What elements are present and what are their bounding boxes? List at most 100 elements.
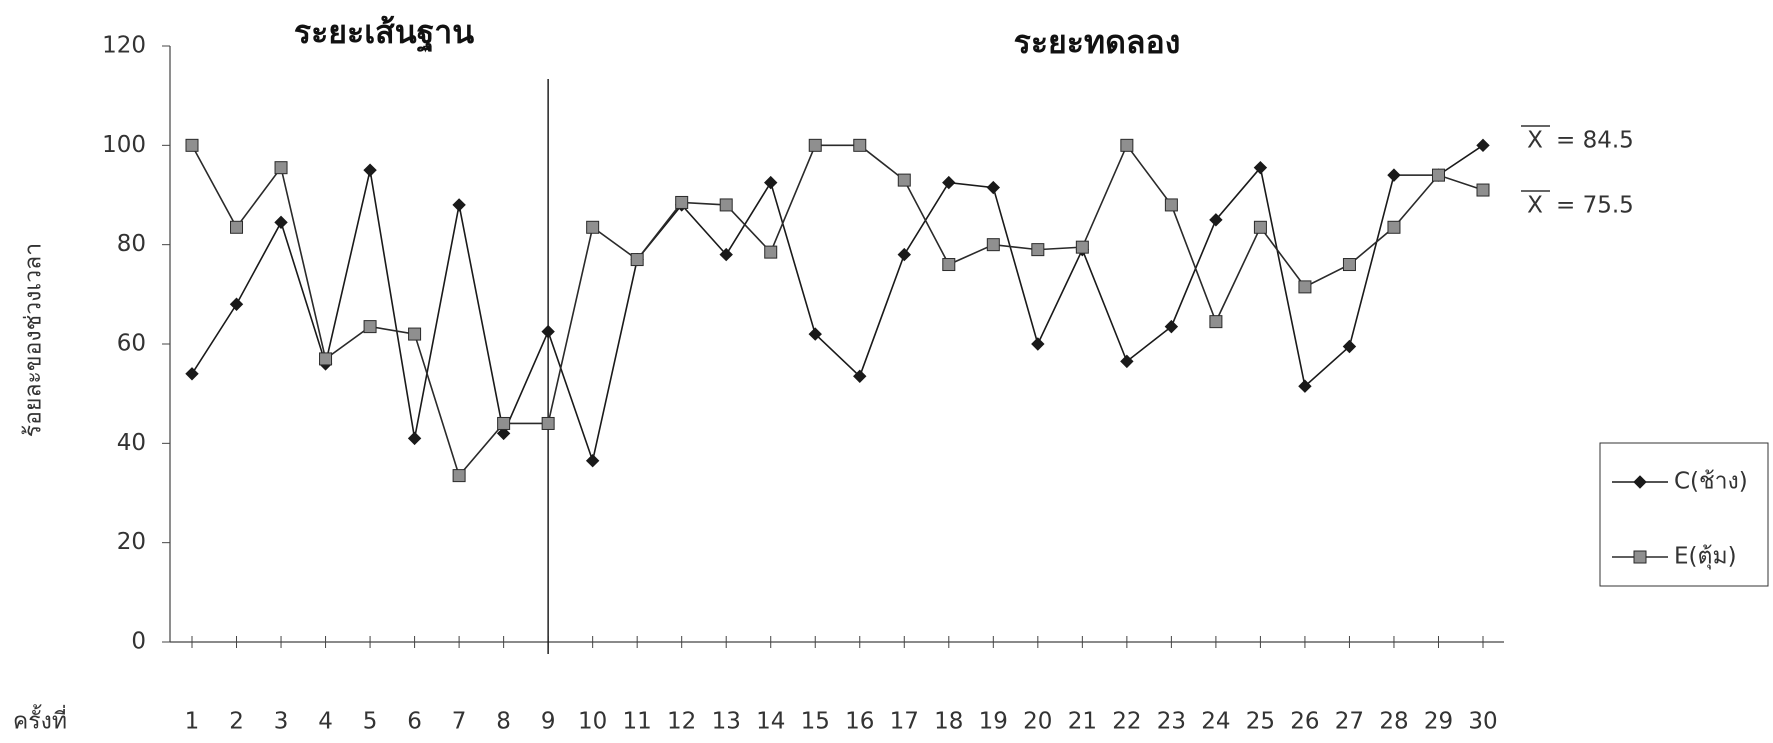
x-tick-label: 1 (185, 709, 200, 735)
point (1031, 337, 1045, 351)
point (853, 138, 867, 152)
point (897, 247, 911, 262)
y-axis-label: ร้อยละของช่วงเวลา (21, 243, 47, 437)
point (1476, 183, 1490, 197)
x-tick-label: 24 (1201, 709, 1230, 735)
point (986, 238, 1000, 252)
phase-label: ระยะเส้นฐาน (294, 13, 474, 53)
point (1120, 354, 1134, 369)
x-tick-label: 29 (1424, 709, 1453, 735)
x-tick-label: 8 (496, 709, 511, 735)
x-tick-label: 4 (318, 709, 333, 735)
x-tick-label: 16 (845, 709, 874, 735)
point (452, 198, 466, 212)
y-tick-label: 40 (117, 430, 146, 456)
legend-box (1599, 442, 1769, 587)
point (363, 320, 377, 334)
x-tick-label: 15 (801, 709, 830, 735)
x-tick-label: 14 (756, 709, 785, 735)
legend-marker (1633, 475, 1647, 489)
x-tick-label: 3 (274, 709, 289, 735)
legend-label: E(ตุ้ม) (1674, 544, 1737, 570)
point (1342, 339, 1357, 354)
x-tick-label: 27 (1335, 709, 1364, 735)
point (496, 426, 511, 441)
x-tick-label: 20 (1023, 709, 1052, 735)
point (719, 198, 733, 212)
series-line (191, 143, 1484, 478)
x-tick-label: 6 (407, 709, 422, 735)
point (1209, 315, 1223, 329)
y-tick-label: 120 (102, 33, 146, 59)
point (497, 416, 511, 430)
y-tick-label: 100 (102, 132, 146, 158)
point (1298, 280, 1312, 294)
point (942, 258, 956, 272)
y-tick-label: 20 (117, 529, 146, 555)
point (675, 195, 689, 209)
y-tick-label: 60 (117, 331, 146, 357)
point (1387, 220, 1401, 234)
point (1209, 213, 1223, 227)
x-tick-label: 23 (1157, 709, 1186, 735)
x-tick-label: 12 (667, 709, 696, 735)
point (808, 138, 822, 152)
x-axis-label: ครั้งที่ (13, 705, 67, 735)
x-tick-label: 7 (452, 709, 467, 735)
x-tick-label: 28 (1379, 709, 1408, 735)
y-tick-label: 0 (131, 629, 146, 655)
point (1164, 319, 1179, 334)
series-line (191, 144, 1484, 464)
point (1120, 138, 1134, 152)
point (408, 327, 422, 341)
point (808, 327, 822, 341)
point (764, 175, 778, 190)
point (1476, 138, 1490, 153)
point (541, 324, 555, 339)
point (586, 220, 600, 234)
point (541, 416, 555, 430)
y-tick-label: 80 (117, 231, 146, 257)
point (185, 367, 199, 381)
point (585, 454, 600, 468)
point (1342, 258, 1356, 272)
point (274, 161, 288, 175)
mean-label: = 84.5 (1556, 128, 1634, 154)
mean-symbol: X (1527, 193, 1543, 219)
mean-label: = 75.5 (1556, 193, 1634, 219)
x-tick-label: 5 (363, 709, 378, 735)
point (1075, 240, 1089, 254)
phase-label: ระยะทดลอง (1014, 23, 1181, 61)
point (407, 431, 422, 446)
point (452, 469, 466, 483)
point (630, 253, 644, 267)
point (719, 247, 733, 262)
x-tick-label: 10 (578, 709, 607, 735)
point (1431, 168, 1445, 182)
x-tick-label: 2 (229, 709, 244, 735)
point (363, 163, 377, 177)
legend-marker (1633, 550, 1647, 564)
point (1253, 220, 1267, 234)
x-tick-label: 25 (1246, 709, 1275, 735)
point (764, 245, 778, 259)
point (853, 369, 867, 383)
point (897, 173, 911, 187)
x-tick-label: 18 (934, 709, 963, 735)
point (185, 138, 199, 152)
x-tick-label: 11 (623, 709, 652, 735)
legend-label: C(ช้าง) (1674, 469, 1748, 495)
point (1031, 243, 1045, 257)
point (1387, 168, 1401, 182)
x-tick-label: 30 (1468, 709, 1497, 735)
x-tick-label: 13 (712, 709, 741, 735)
point (1298, 379, 1312, 393)
x-tick-label: 19 (979, 709, 1008, 735)
point (230, 220, 244, 234)
point (274, 215, 288, 230)
point (1164, 198, 1178, 212)
point (1253, 160, 1268, 175)
point (319, 352, 333, 366)
